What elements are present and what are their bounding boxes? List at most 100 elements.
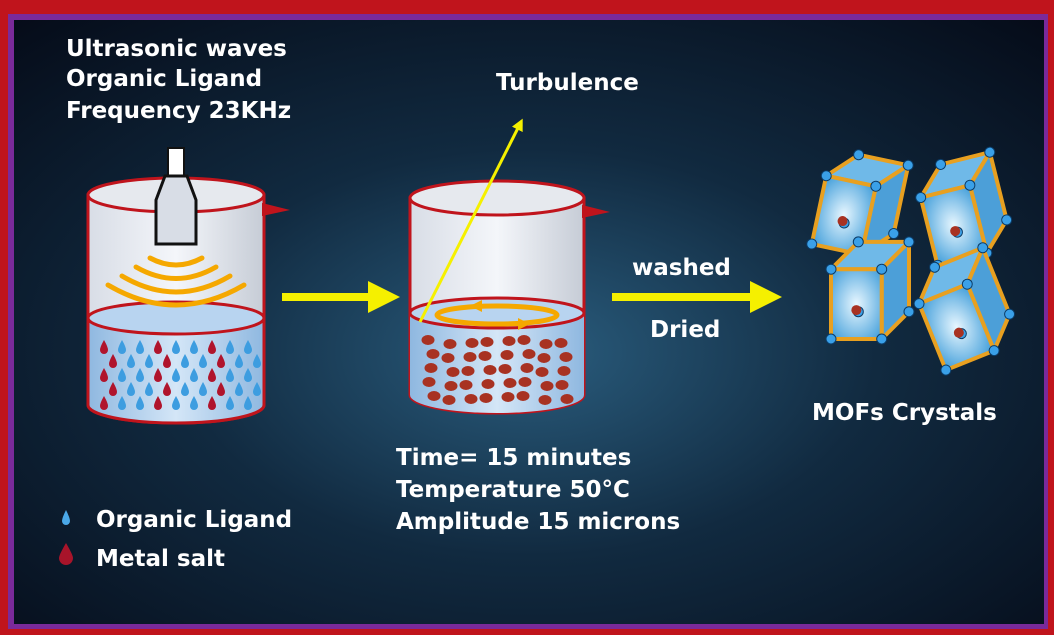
drop: [181, 354, 189, 368]
drop: [190, 368, 198, 382]
drop: [154, 396, 162, 410]
drop: [172, 340, 180, 354]
node: [1001, 214, 1013, 226]
drop: [226, 368, 234, 382]
node: [806, 238, 818, 250]
drop: [100, 396, 108, 410]
particle: [500, 350, 514, 360]
particle: [442, 395, 456, 405]
particle: [481, 379, 495, 389]
metal-node: [851, 305, 862, 316]
drop: [253, 382, 261, 396]
drop: [127, 354, 135, 368]
particle: [463, 352, 477, 362]
particle: [522, 349, 536, 359]
drop: [145, 382, 153, 396]
drop: [190, 396, 198, 410]
node: [929, 261, 941, 273]
particle: [557, 366, 571, 376]
particle: [483, 365, 497, 375]
node: [984, 146, 996, 158]
drop: [118, 368, 126, 382]
drop: [181, 382, 189, 396]
drop: [208, 396, 216, 410]
particle: [444, 381, 458, 391]
drop: [244, 340, 252, 354]
node: [1004, 308, 1016, 320]
particle: [540, 381, 554, 391]
particle: [538, 395, 552, 405]
beaker-1: [86, 147, 290, 425]
drop: [100, 340, 108, 354]
label: Frequency 23KHz: [66, 98, 291, 124]
metal-node: [950, 226, 961, 237]
node: [903, 236, 915, 248]
drop: [217, 354, 225, 368]
node: [961, 278, 973, 290]
drop: [199, 354, 207, 368]
node: [977, 242, 989, 254]
drop: [208, 368, 216, 382]
node: [870, 180, 882, 192]
particle: [516, 391, 530, 401]
node: [964, 179, 976, 191]
particle: [502, 336, 516, 346]
particle: [421, 335, 435, 345]
node: [935, 158, 947, 170]
particle: [517, 335, 531, 345]
drop: [253, 354, 261, 368]
drop: [172, 368, 180, 382]
particle: [520, 363, 534, 373]
particle: [422, 377, 436, 387]
drop: [136, 396, 144, 410]
label: washed: [632, 255, 731, 281]
node: [888, 228, 900, 240]
particle: [459, 380, 473, 390]
drop: [244, 396, 252, 410]
particle: [555, 380, 569, 390]
particle: [441, 353, 455, 363]
drop: [190, 340, 198, 354]
node: [825, 263, 837, 275]
node: [820, 170, 832, 182]
particle: [539, 339, 553, 349]
node: [913, 298, 925, 310]
cube: [825, 236, 915, 345]
particle: [446, 367, 460, 377]
legend-label: Metal salt: [96, 546, 225, 572]
drop: [118, 396, 126, 410]
node: [988, 345, 1000, 357]
drop: [100, 368, 108, 382]
particle: [426, 349, 440, 359]
particle: [479, 393, 493, 403]
drop: [163, 382, 171, 396]
particle: [537, 353, 551, 363]
label: Temperature 50°C: [396, 477, 630, 503]
particles: [421, 335, 574, 405]
drop: [172, 396, 180, 410]
particle: [535, 367, 549, 377]
mof-crystals: [806, 146, 1016, 376]
label: Turbulence: [496, 70, 639, 96]
drop: [199, 382, 207, 396]
drop: [154, 340, 162, 354]
particle: [424, 363, 438, 373]
label: Time= 15 minutes: [396, 445, 631, 471]
particle: [464, 394, 478, 404]
particle: [559, 352, 573, 362]
particle: [498, 364, 512, 374]
particle: [554, 338, 568, 348]
drop: [235, 354, 243, 368]
label: Ultrasonic waves: [66, 36, 287, 62]
particle: [443, 339, 457, 349]
drops: [100, 340, 261, 410]
particle: [480, 337, 494, 347]
drop: [208, 340, 216, 354]
particle: [560, 394, 574, 404]
node: [876, 263, 888, 275]
label: Dried: [650, 317, 720, 343]
legend-label: Organic Ligand: [96, 507, 292, 533]
turbulence-arrow: [418, 118, 523, 323]
